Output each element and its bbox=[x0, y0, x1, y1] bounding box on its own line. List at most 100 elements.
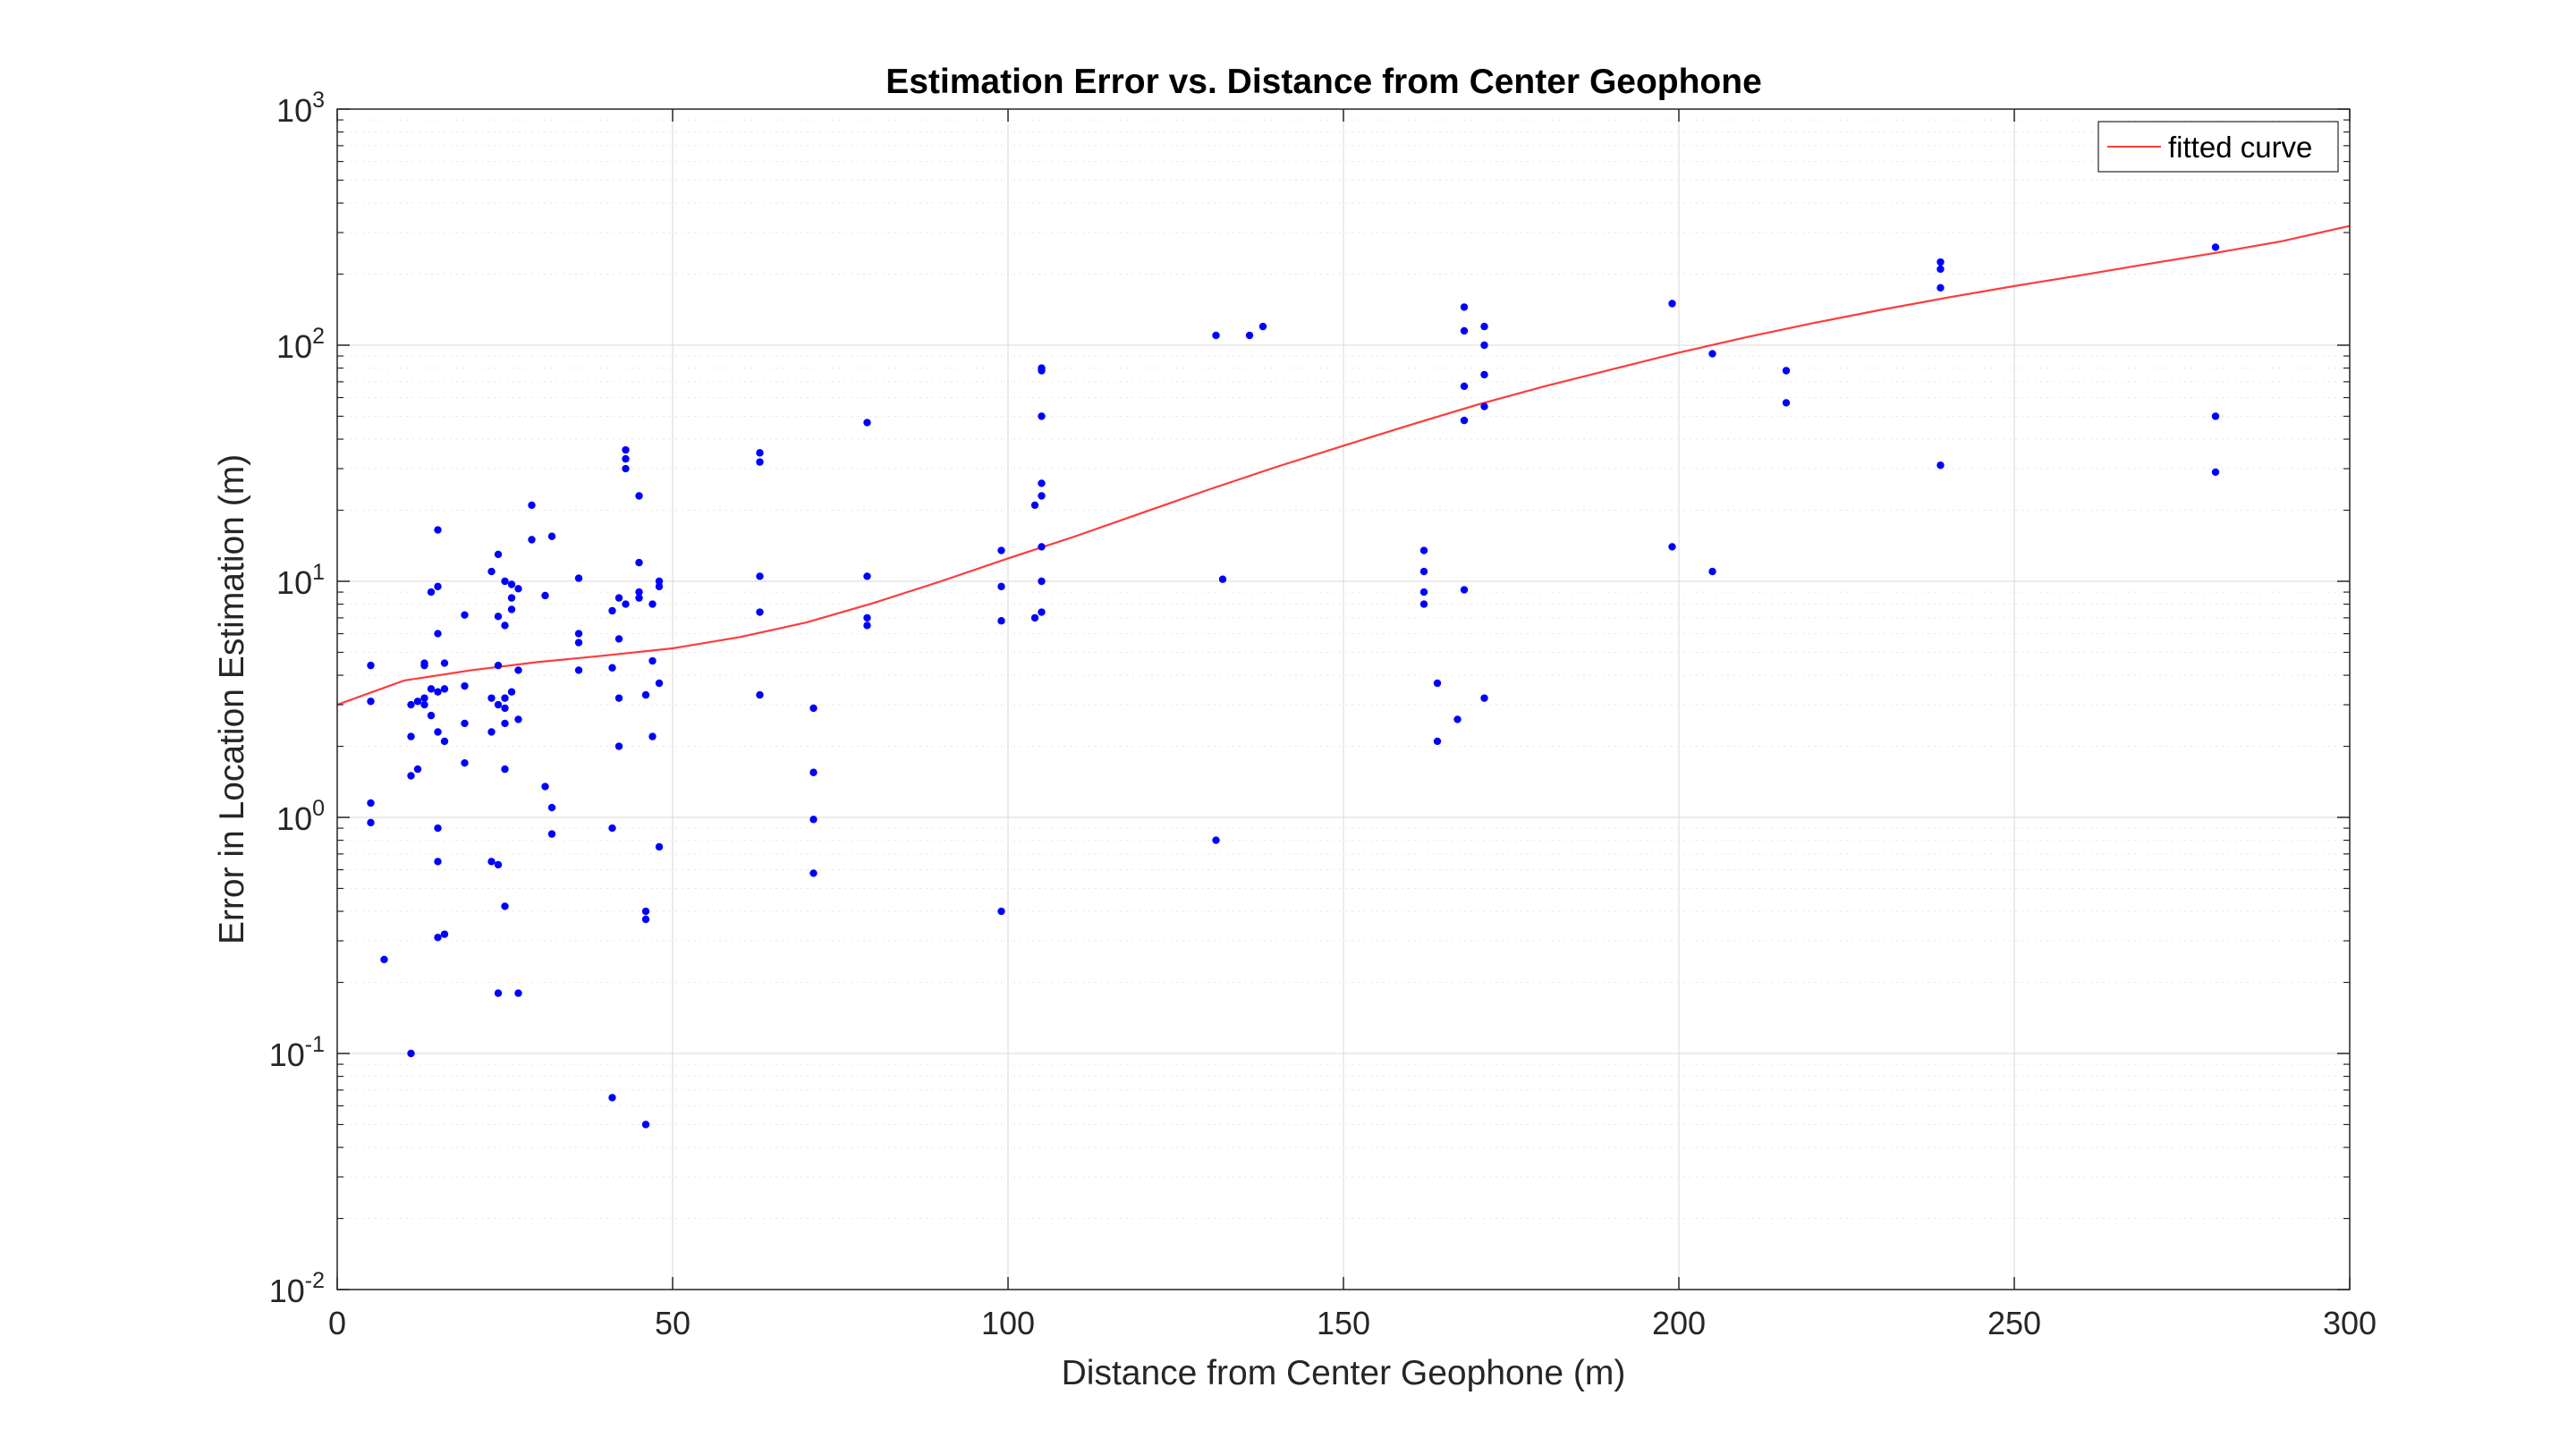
scatter-point bbox=[427, 588, 436, 596]
scatter-point bbox=[487, 858, 496, 866]
x-axis-label: Distance from Center Geophone (m) bbox=[1062, 1354, 1626, 1392]
scatter-point bbox=[547, 830, 556, 838]
scatter-point bbox=[614, 742, 623, 750]
scatter-point bbox=[997, 617, 1005, 625]
scatter-point bbox=[809, 869, 818, 877]
scatter-point bbox=[461, 758, 469, 767]
scatter-point bbox=[420, 661, 428, 670]
scatter-point bbox=[1782, 399, 1791, 407]
scatter-point bbox=[1782, 367, 1791, 375]
scatter-point bbox=[514, 715, 522, 723]
scatter-point bbox=[1936, 461, 1945, 469]
scatter-point bbox=[1038, 412, 1046, 420]
scatter-point bbox=[2211, 412, 2220, 420]
scatter-point bbox=[614, 694, 623, 702]
scatter-point bbox=[614, 635, 623, 643]
scatter-point bbox=[461, 681, 469, 690]
scatter-point bbox=[407, 700, 415, 709]
grid-lines bbox=[336, 109, 2351, 1290]
scatter-point bbox=[507, 580, 516, 588]
scatter-point bbox=[427, 711, 436, 720]
scatter-point bbox=[420, 700, 428, 709]
scatter-point bbox=[1460, 382, 1469, 391]
scatter-point bbox=[863, 419, 871, 427]
scatter-point bbox=[494, 661, 503, 670]
scatter-point bbox=[2211, 243, 2220, 251]
scatter-point bbox=[1708, 350, 1716, 358]
x-tick-label: 300 bbox=[2323, 1305, 2377, 1341]
scatter-point bbox=[574, 639, 583, 647]
scatter-point bbox=[1218, 575, 1227, 583]
scatter-point bbox=[1460, 416, 1469, 425]
scatter-point bbox=[367, 818, 375, 827]
scatter-point bbox=[434, 934, 442, 942]
scatter-point bbox=[501, 902, 509, 910]
y-tick-label: 103 bbox=[276, 88, 325, 129]
scatter-point bbox=[494, 550, 503, 559]
scatter-point bbox=[528, 536, 536, 544]
scatter-point bbox=[547, 532, 556, 540]
scatter-point bbox=[434, 824, 442, 833]
scatter-point bbox=[1419, 567, 1428, 576]
scatter-point bbox=[514, 666, 522, 674]
scatter-point bbox=[614, 594, 623, 602]
scatter-point bbox=[863, 622, 871, 630]
x-tick-label: 50 bbox=[655, 1305, 691, 1341]
scatter-point bbox=[1460, 303, 1469, 311]
scatter-point bbox=[1419, 600, 1428, 608]
scatter-point bbox=[1038, 608, 1046, 616]
scatter-point bbox=[434, 630, 442, 638]
scatter-point bbox=[507, 605, 516, 613]
chart-title: Estimation Error vs. Distance from Cente… bbox=[886, 63, 1762, 101]
scatter-point bbox=[528, 501, 536, 510]
scatter-point bbox=[622, 445, 630, 454]
scatter-point bbox=[427, 685, 436, 693]
scatter-point bbox=[440, 737, 449, 746]
y-tick-label: 10-1 bbox=[269, 1032, 325, 1073]
scatter-point bbox=[2211, 468, 2220, 477]
scatter-point bbox=[367, 661, 375, 670]
scatter-point bbox=[756, 572, 764, 580]
scatter-point bbox=[1245, 331, 1254, 340]
fitted-curve-line bbox=[336, 224, 2351, 706]
scatter-point bbox=[635, 594, 643, 602]
scatter-point bbox=[1038, 479, 1046, 487]
y-tick-label: 102 bbox=[276, 324, 325, 365]
scatter-point bbox=[809, 816, 818, 824]
scatter-point bbox=[494, 700, 503, 709]
scatter-point bbox=[863, 613, 871, 622]
x-tick-label: 100 bbox=[981, 1305, 1035, 1341]
scatter-point bbox=[1419, 588, 1428, 596]
x-tick-label: 0 bbox=[328, 1305, 346, 1341]
scatter-point bbox=[997, 582, 1005, 591]
scatter-point bbox=[501, 704, 509, 713]
scatter-point bbox=[655, 577, 664, 586]
scatter-point bbox=[997, 546, 1005, 554]
scatter-point bbox=[407, 1049, 415, 1058]
scatter-point bbox=[367, 698, 375, 706]
scatter-point bbox=[494, 613, 503, 621]
scatter-point bbox=[622, 600, 630, 608]
scatter-point bbox=[1460, 586, 1469, 594]
scatter-point bbox=[434, 582, 442, 591]
scatter-point bbox=[1480, 370, 1488, 379]
scatter-point bbox=[440, 685, 449, 693]
scatter-point bbox=[608, 1094, 616, 1102]
scatter-point bbox=[413, 765, 422, 774]
scatter-point bbox=[1038, 543, 1046, 551]
scatter-point bbox=[1038, 577, 1046, 586]
y-axis-label: Error in Location Estimation (m) bbox=[213, 454, 251, 944]
y-tick-label: 10-2 bbox=[269, 1268, 325, 1309]
scatter-point bbox=[574, 630, 583, 638]
scatter-point bbox=[1030, 613, 1039, 622]
scatter-point bbox=[434, 526, 442, 534]
scatter-point bbox=[501, 719, 509, 728]
scatter-point bbox=[407, 772, 415, 780]
scatter-point bbox=[608, 606, 616, 615]
scatter-point bbox=[574, 666, 583, 674]
scatter-point bbox=[756, 690, 764, 699]
y-tick-label: 100 bbox=[276, 796, 325, 837]
scatter-point bbox=[1936, 258, 1945, 266]
